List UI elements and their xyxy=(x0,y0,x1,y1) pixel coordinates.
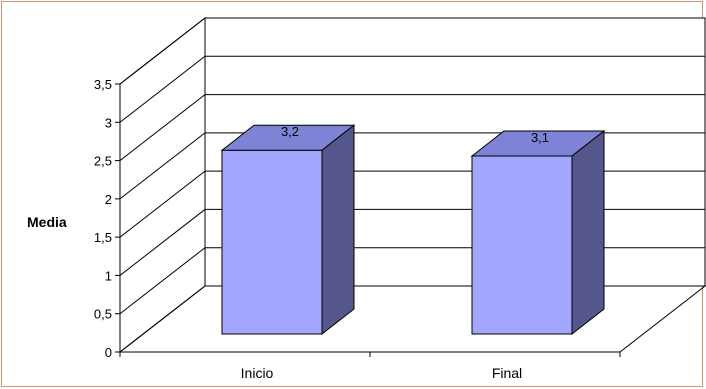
x-tick-label: Inicio xyxy=(241,365,274,381)
bar-side xyxy=(321,124,355,336)
y-axis-ticks: 0 0,5 1 1,5 2 2,5 3 3,5 xyxy=(94,77,121,360)
gridline xyxy=(119,55,705,123)
data-label: 3,1 xyxy=(531,130,549,145)
y-tick-label: 0,5 xyxy=(94,307,112,322)
bars: 3,2 3,1 xyxy=(220,124,606,336)
y-tick-label: 3,5 xyxy=(94,77,112,92)
gridline xyxy=(119,17,705,85)
x-axis-ticks: Inicio Final xyxy=(119,352,621,381)
y-tick-label: 0 xyxy=(105,345,112,360)
y-tick-label: 2 xyxy=(105,192,112,207)
bar-inicio: 3,2 xyxy=(220,124,356,336)
bar-front xyxy=(221,149,323,335)
y-tick-label: 1,5 xyxy=(94,230,112,245)
floor xyxy=(118,285,706,353)
side-wall xyxy=(119,16,206,354)
bar-front xyxy=(471,155,573,335)
y-tick-label: 1 xyxy=(105,268,112,283)
chart-walls xyxy=(118,16,706,354)
data-label: 3,2 xyxy=(281,124,299,139)
bar-final: 3,1 xyxy=(470,129,606,336)
y-tick-label: 3 xyxy=(105,115,112,130)
y-axis-title: Media xyxy=(27,214,67,230)
x-tick-label: Final xyxy=(492,365,522,381)
y-tick-label: 2,5 xyxy=(94,154,112,169)
gridline xyxy=(119,94,705,161)
bar-side xyxy=(571,129,605,336)
